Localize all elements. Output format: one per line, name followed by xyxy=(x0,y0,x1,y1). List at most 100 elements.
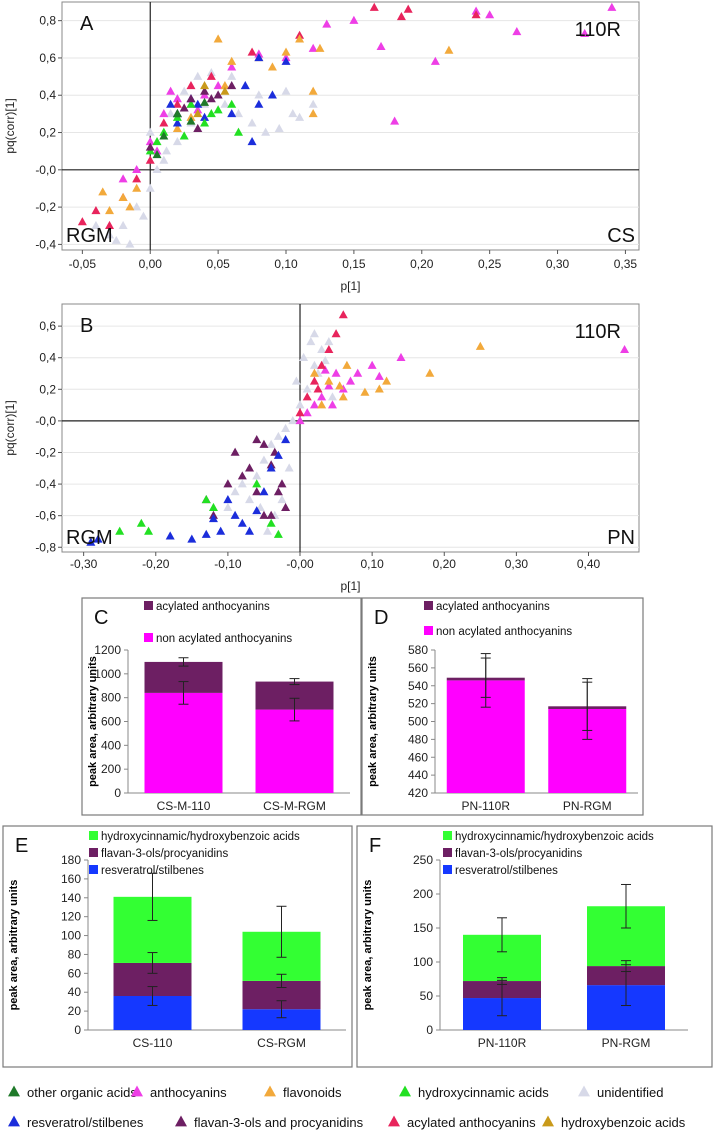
y-tick-label: 0,4 xyxy=(39,351,56,365)
data-point-anthocyanins xyxy=(580,28,590,37)
y-tick-label: -0,0 xyxy=(35,163,56,177)
corner-label-top-right: 110R xyxy=(575,321,621,343)
x-tick-label: 0,10 xyxy=(360,557,384,571)
x-tick-label: -0,05 xyxy=(69,257,97,271)
x-axis-label: p[1] xyxy=(340,579,360,593)
data-point-anthocyanins xyxy=(430,56,440,65)
data-point-anthocyanins xyxy=(302,408,312,417)
data-point-resveratrol_stilbenes xyxy=(254,53,264,62)
y-tick-label: 200 xyxy=(413,887,433,901)
corner-label-bottom-left: RGM xyxy=(66,225,113,247)
data-point-anthocyanins xyxy=(607,2,617,11)
data-point-resveratrol_stilbenes xyxy=(259,487,269,496)
y-axis-label: peak area, arbitrary units xyxy=(367,656,379,787)
legend-label: flavan-3-ols and procyanidins xyxy=(194,1115,364,1130)
x-category-label: PN-RGM xyxy=(602,1036,651,1050)
data-point-resveratrol_stilbenes xyxy=(187,534,197,543)
y-axis-label: peak area, arbitrary units xyxy=(8,880,20,1011)
data-point-unidentified xyxy=(320,356,330,365)
data-point-flavonoids xyxy=(308,86,318,95)
legend-triangle-other_organic_acids xyxy=(8,1085,20,1097)
data-point-anthocyanins xyxy=(374,371,384,380)
data-point-flavan_3_ols xyxy=(230,447,240,456)
y-axis-label: pq(corr)[1] xyxy=(3,400,17,455)
scatter-panel-B: -0,30 -0,20 -0,10 -0,00 0,10 0,20 0,30 0,40 -0,8… xyxy=(3,303,640,593)
legend-swatch xyxy=(443,865,452,874)
data-point-acylated_anthocyanins xyxy=(172,99,182,108)
data-point-hydroxycinnamic_acids xyxy=(152,136,162,146)
data-point-flavonoids xyxy=(132,183,142,192)
y-tick-label: 60 xyxy=(68,966,82,980)
data-point-flavan_3_ols xyxy=(281,502,291,512)
data-point-acylated_anthocyanins xyxy=(77,217,87,226)
legend-label: resveratrol/stilbenes xyxy=(101,865,204,877)
panel-label: A xyxy=(80,13,94,35)
y-tick-label: 800 xyxy=(101,691,121,705)
data-point-flavonoids xyxy=(105,205,115,215)
data-point-flavonoids xyxy=(475,341,485,350)
y-tick-label: 50 xyxy=(420,989,434,1003)
corner-label-bottom-right: CS xyxy=(607,225,635,247)
y-tick-label: 0 xyxy=(74,1023,81,1037)
y-axis-label: peak area, arbitrary units xyxy=(362,880,374,1011)
data-point-resveratrol_stilbenes xyxy=(172,118,182,127)
x-category-label: CS-110 xyxy=(133,1036,173,1050)
data-point-flavonoids xyxy=(425,368,435,377)
data-point-acylated_anthocyanins xyxy=(317,360,327,369)
data-point-unidentified xyxy=(324,337,334,346)
data-point-resveratrol_stilbenes xyxy=(273,450,283,459)
legend-swatch xyxy=(144,601,153,610)
data-point-flavan_3_ols xyxy=(206,94,216,103)
data-point-unidentified xyxy=(259,455,269,464)
y-tick-label: -0,8 xyxy=(35,540,56,554)
x-tick-label: -0,10 xyxy=(214,557,242,571)
legend-label: unidentified xyxy=(597,1085,664,1100)
data-point-flavan_3_ols xyxy=(237,471,247,480)
data-point-unidentified xyxy=(179,86,189,95)
data-point-unidentified xyxy=(159,155,169,164)
data-point-hydroxybenzoic_acids xyxy=(193,109,203,118)
data-point-resveratrol_stilbenes xyxy=(223,495,233,504)
legend-triangle-resveratrol_stilbenes xyxy=(8,1115,20,1127)
y-tick-label: 0 xyxy=(426,1023,433,1037)
data-point-unidentified xyxy=(227,71,237,80)
y-tick-label: 0,8 xyxy=(39,14,56,28)
data-point-flavonoids xyxy=(374,384,384,393)
data-point-unidentified xyxy=(288,416,298,425)
bar-panel-F: 0 50 100 150 200 250 peak area, arbitrary unit… xyxy=(356,825,713,1068)
y-tick-label: 80 xyxy=(68,947,82,961)
data-point-resveratrol_stilbenes xyxy=(227,109,237,118)
y-tick-label: -0,6 xyxy=(35,509,56,523)
data-point-resveratrol_stilbenes xyxy=(93,534,103,543)
data-point-unidentified xyxy=(281,423,291,433)
data-point-resveratrol_stilbenes xyxy=(208,513,218,523)
data-point-anthocyanins xyxy=(118,174,128,183)
data-point-acylated_anthocyanins xyxy=(396,12,406,21)
data-point-unidentified xyxy=(91,220,101,229)
legend-label: flavonoids xyxy=(283,1085,342,1100)
data-point-hydroxycinnamic_acids xyxy=(233,127,243,136)
y-tick-label: 560 xyxy=(408,661,428,675)
scatter-panel-A: -0,05 0,00 0,05 0,10 0,15 0,20 0,25 0,30 0,35 -0,… xyxy=(3,1,640,293)
legend-swatch xyxy=(89,848,98,857)
y-tick-label: 540 xyxy=(408,679,428,693)
y-tick-label: 0,2 xyxy=(39,382,56,396)
x-tick-label: 0,10 xyxy=(274,257,298,271)
data-point-unidentified xyxy=(245,495,255,504)
data-point-flavonoids xyxy=(172,123,182,133)
x-tick-label: -0,20 xyxy=(142,557,170,571)
data-point-resveratrol_stilbenes xyxy=(216,526,226,535)
data-point-unidentified xyxy=(118,220,128,229)
data-point-unidentified xyxy=(277,495,287,504)
data-point-anthocyanins xyxy=(159,109,169,118)
data-point-flavan_3_ols xyxy=(200,86,210,95)
corner-label-bottom-left: RGM xyxy=(66,527,113,549)
data-point-acylated_anthocyanins xyxy=(91,205,101,215)
data-point-resveratrol_stilbenes xyxy=(165,531,175,540)
data-point-unidentified xyxy=(111,235,121,244)
data-point-acylated_anthocyanins xyxy=(105,220,115,229)
data-point-resveratrol_stilbenes xyxy=(237,518,247,527)
legend-swatch xyxy=(89,865,98,874)
legend-triangle-anthocyanins xyxy=(131,1085,143,1097)
y-tick-label: 20 xyxy=(68,1004,82,1018)
